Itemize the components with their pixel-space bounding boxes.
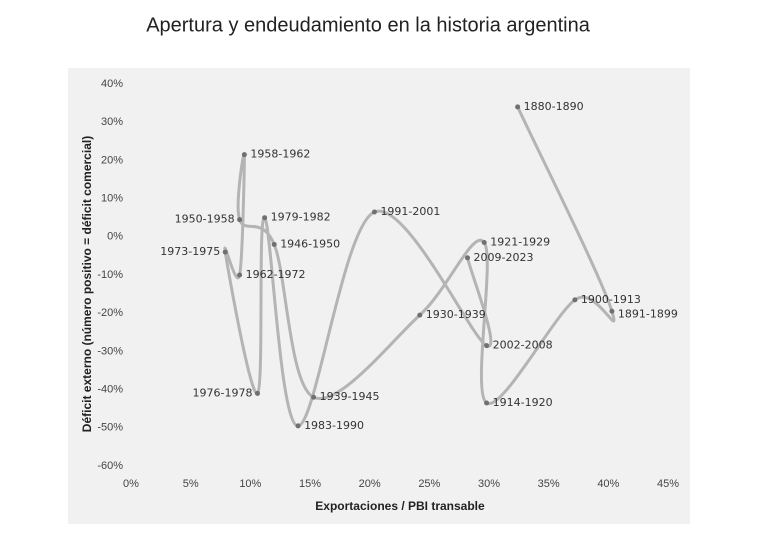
- y-tick-label: -20%: [97, 307, 123, 319]
- point: [237, 217, 243, 223]
- y-tick-label: -40%: [97, 384, 123, 396]
- point-label: 1946-1950: [280, 237, 340, 250]
- point-label: 1979-1982: [271, 211, 331, 224]
- point: [241, 152, 247, 158]
- chart-panel: [68, 68, 690, 524]
- point: [295, 423, 301, 429]
- x-axis-label: Exportaciones / PBI transable: [315, 499, 485, 513]
- point-label: 1900-1913: [581, 293, 641, 306]
- point-label: 1939-1945: [320, 390, 380, 403]
- point-label: 1962-1972: [246, 268, 306, 281]
- point: [572, 297, 578, 303]
- y-tick-label: 20%: [101, 154, 123, 166]
- x-tick-label: 45%: [657, 478, 679, 490]
- y-tick-label: -30%: [97, 345, 123, 357]
- point: [515, 104, 521, 110]
- x-tick-label: 5%: [183, 478, 199, 490]
- point-label: 1983-1990: [304, 419, 364, 432]
- x-tick-label: 15%: [299, 478, 321, 490]
- x-tick-label: 10%: [239, 478, 261, 490]
- x-tick-label: 35%: [538, 478, 560, 490]
- y-axis-label: Déficit externo (número positivo = défic…: [80, 136, 94, 432]
- y-tick-label: -50%: [97, 422, 123, 434]
- point-label: 1991-2001: [380, 205, 440, 218]
- y-tick-label: 0%: [107, 231, 123, 243]
- point-label: 1973-1975: [160, 245, 220, 258]
- point-label: 1976-1978: [193, 386, 253, 399]
- x-tick-label: 30%: [478, 478, 500, 490]
- point: [371, 209, 377, 215]
- y-tick-label: 40%: [101, 78, 123, 90]
- point: [465, 255, 471, 261]
- x-tick-label: 0%: [123, 478, 139, 490]
- x-tick-label: 20%: [359, 478, 381, 490]
- point-label: 1914-1920: [493, 396, 553, 409]
- point: [484, 400, 490, 406]
- point: [237, 272, 243, 278]
- y-tick-label: -10%: [97, 269, 123, 281]
- point-label: 1950-1958: [175, 213, 235, 226]
- y-tick-label: -60%: [97, 460, 123, 472]
- y-tick-label: 10%: [101, 193, 123, 205]
- point: [481, 240, 487, 246]
- point-label: 1930-1939: [426, 308, 486, 321]
- point-label: 2009-2023: [474, 251, 534, 264]
- point-label: 1891-1899: [618, 307, 678, 320]
- point-label: 1880-1890: [524, 100, 584, 113]
- point: [484, 343, 490, 349]
- trajectory-line: [223, 106, 616, 428]
- point-label: 1958-1962: [250, 148, 310, 161]
- y-tick-label: 30%: [101, 116, 123, 128]
- x-tick-label: 25%: [418, 478, 440, 490]
- point: [311, 394, 317, 400]
- point-label: 2002-2008: [493, 339, 553, 352]
- point: [222, 249, 228, 255]
- point: [417, 312, 423, 318]
- point: [609, 308, 615, 314]
- point: [254, 390, 260, 396]
- chart-title: Apertura y endeudamiento en la historia …: [146, 14, 591, 36]
- point-label: 1921-1929: [490, 236, 550, 249]
- point: [271, 241, 277, 247]
- x-tick-label: 40%: [597, 478, 619, 490]
- point: [262, 215, 268, 221]
